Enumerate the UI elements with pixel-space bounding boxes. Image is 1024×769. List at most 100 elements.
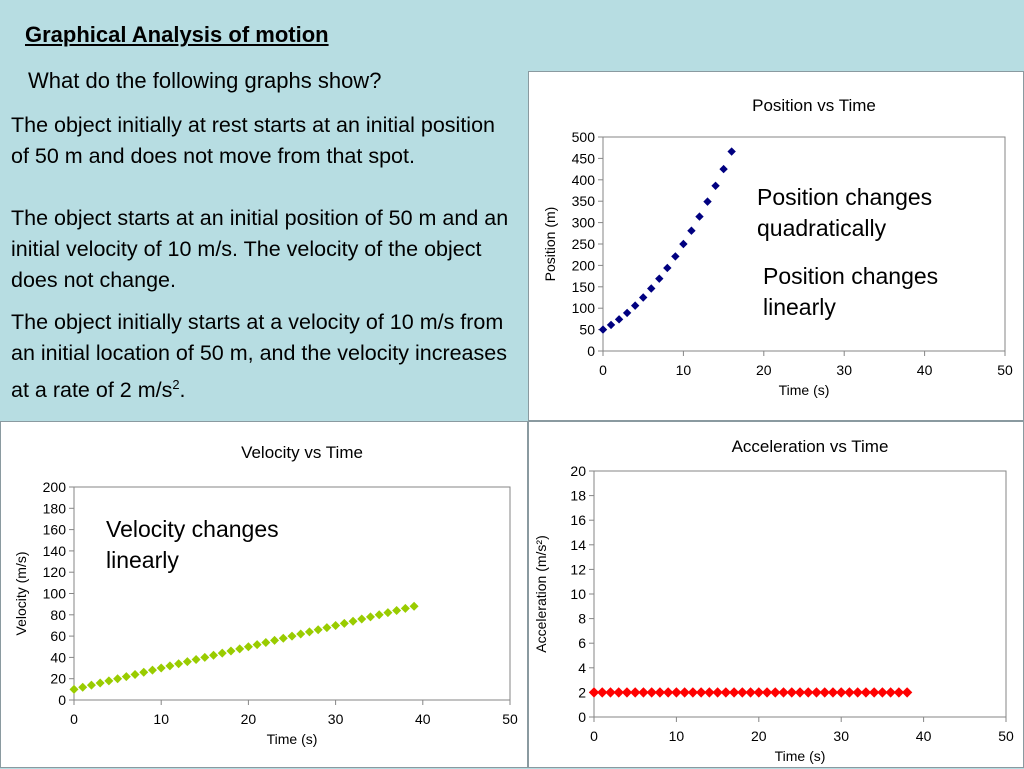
y-tick-label: 80	[50, 607, 66, 623]
y-tick-label: 100	[43, 586, 67, 602]
description-acceleration: The object initially starts at a velocit…	[11, 307, 511, 406]
data-point	[104, 676, 114, 686]
x-tick-label: 40	[916, 728, 932, 744]
data-point	[679, 239, 688, 249]
chart-title: Velocity vs Time	[241, 443, 363, 462]
y-tick-label: 140	[43, 543, 67, 559]
description-constant-velocity: The object starts at an initial position…	[11, 206, 509, 292]
data-point	[745, 687, 756, 698]
data-point	[778, 687, 789, 698]
acceleration-chart-panel: Acceleration vs Time 0 2 4 6 8 10 12 14 16 18 20 0 10…	[528, 421, 1024, 768]
data-point	[113, 674, 123, 684]
data-point	[885, 687, 896, 698]
annotation-position-quadratic: Position changes quadratically	[757, 184, 933, 241]
data-point	[217, 648, 227, 658]
data-point	[339, 618, 349, 628]
data-point	[209, 650, 219, 660]
data-point	[794, 687, 806, 698]
data-point	[606, 320, 616, 330]
data-point	[687, 226, 696, 235]
data-point	[191, 655, 201, 665]
y-tick-label: 200	[43, 479, 67, 495]
data-point	[235, 644, 245, 654]
y-tick-label: 160	[43, 522, 67, 538]
x-tick-label: 30	[836, 362, 852, 378]
data-point	[400, 603, 410, 613]
data-point	[243, 642, 253, 652]
data-point	[695, 212, 704, 221]
data-point	[719, 164, 728, 174]
x-tick-label: 50	[997, 362, 1013, 378]
y-tick-label: 20	[50, 671, 66, 687]
y-axis-label: Acceleration (m/s²)	[533, 535, 549, 652]
data-point	[711, 181, 720, 190]
data-point	[639, 293, 648, 302]
data-point	[647, 284, 656, 293]
data-point	[365, 612, 375, 622]
data-point	[200, 652, 210, 662]
data-point	[703, 197, 712, 206]
data-point	[786, 687, 797, 698]
data-point	[598, 325, 608, 334]
x-tick-label: 0	[590, 728, 598, 744]
x-tick-label: 10	[676, 362, 692, 378]
x-tick-label: 40	[415, 711, 431, 727]
data-point	[147, 665, 157, 675]
y-tick-label: 300	[572, 215, 596, 231]
data-point	[304, 627, 314, 637]
y-tick-label: 400	[572, 172, 596, 188]
data-point	[95, 678, 105, 688]
y-tick-label: 150	[572, 279, 596, 295]
data-point	[121, 672, 131, 682]
data-point	[687, 687, 699, 698]
data-point	[287, 631, 297, 641]
data-point	[261, 637, 271, 647]
y-tick-label: 16	[570, 512, 586, 528]
data-point	[901, 687, 913, 698]
data-point	[877, 687, 888, 698]
y-tick-label: 180	[43, 500, 67, 516]
data-point	[803, 687, 814, 698]
data-point	[374, 610, 384, 620]
data-point	[322, 623, 332, 633]
y-tick-label: 0	[587, 343, 595, 359]
description-acceleration-superscript: 2	[172, 377, 180, 392]
y-tick-label: 100	[572, 300, 596, 316]
slide-title: Graphical Analysis of motion	[25, 22, 329, 47]
data-point	[270, 635, 280, 645]
data-point	[671, 252, 680, 261]
data-point	[893, 687, 905, 698]
description-acceleration-end: .	[179, 378, 186, 403]
position-chart-panel: Position vs Time 0 50 100 150 200 250 300 350 400…	[528, 71, 1024, 421]
data-point	[226, 646, 236, 656]
data-point	[655, 274, 664, 283]
description-position: The object initially at rest starts at a…	[11, 113, 495, 168]
y-tick-label: 2	[578, 684, 586, 700]
x-tick-label: 40	[917, 362, 933, 378]
data-point	[638, 687, 649, 698]
data-point	[588, 687, 600, 698]
data-point	[348, 616, 358, 626]
data-point	[130, 669, 140, 679]
x-tick-label: 0	[70, 711, 78, 727]
x-tick-label: 50	[998, 728, 1014, 744]
data-point	[383, 608, 393, 618]
x-axis-label: Time (s)	[267, 731, 318, 747]
data-point	[597, 687, 608, 698]
y-tick-label: 6	[578, 635, 586, 651]
data-point	[811, 687, 822, 698]
y-tick-label: 120	[43, 564, 67, 580]
data-point	[78, 682, 88, 692]
y-axis-label: Velocity (m/s)	[13, 551, 29, 635]
data-point	[165, 661, 175, 671]
x-tick-label: 20	[241, 711, 257, 727]
y-tick-label: 350	[572, 193, 596, 209]
data-point	[139, 667, 149, 677]
data-point	[622, 308, 632, 318]
y-tick-label: 500	[572, 129, 596, 145]
position-chart: Position vs Time050100150200250300350400…	[542, 96, 1013, 398]
x-tick-label: 20	[751, 728, 767, 744]
data-point	[313, 625, 323, 635]
y-tick-label: 12	[570, 561, 586, 577]
x-tick-label: 10	[153, 711, 169, 727]
